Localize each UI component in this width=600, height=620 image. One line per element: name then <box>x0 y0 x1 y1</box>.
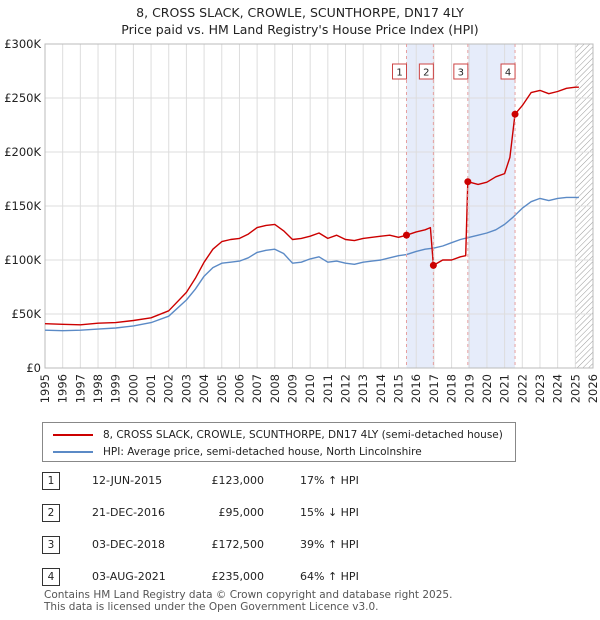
sale-badge: 2 <box>42 504 60 522</box>
sale-number-box <box>418 63 434 80</box>
x-tick-label: 1995 <box>38 374 52 403</box>
property-series-line <box>44 86 579 326</box>
legend-item-hpi: HPI: Average price, semi-detached house,… <box>53 444 422 460</box>
x-tick-label: 2024 <box>551 374 565 403</box>
x-tick-label: 2025 <box>568 374 582 403</box>
sale-price: £235,000 <box>211 570 265 583</box>
x-tick-label: 1998 <box>91 374 105 403</box>
sale-price: £95,000 <box>218 506 265 519</box>
sale-hpi-delta: 64% ↑ HPI <box>300 570 359 583</box>
x-tick-label: 2001 <box>144 374 158 403</box>
x-tick-label: 2015 <box>392 374 406 403</box>
y-tick-label: £300K <box>4 37 41 51</box>
sale-point <box>464 178 472 186</box>
plot-frame <box>44 43 594 369</box>
x-tick-label: 1996 <box>56 374 70 403</box>
x-tick-label: 2012 <box>339 374 353 403</box>
sale-point <box>511 110 519 118</box>
x-tick-label: 2019 <box>462 374 476 403</box>
sale-number-label: 3 <box>458 68 464 79</box>
sale-row: 1 12-JUN-2015 £123,000 17% ↑ HPI <box>42 472 422 490</box>
chart-title-line2: Price paid vs. HM Land Registry's House … <box>121 22 479 37</box>
sale-number-box <box>392 63 408 80</box>
hpi-series-line <box>44 196 579 332</box>
sale-date: 12-JUN-2015 <box>92 474 163 487</box>
y-tick-label: £0 <box>26 361 41 375</box>
y-tick-label: £150K <box>4 199 41 213</box>
sale-number-label: 2 <box>423 68 429 79</box>
sale-point <box>429 261 437 269</box>
x-tick-label: 2011 <box>321 374 335 403</box>
chart-title-line1: 8, CROSS SLACK, CROWLE, SCUNTHORPE, DN17… <box>136 5 464 20</box>
legend-item-property: 8, CROSS SLACK, CROWLE, SCUNTHORPE, DN17… <box>53 427 503 443</box>
sale-badge: 1 <box>42 472 60 490</box>
sale-number-box <box>500 63 516 80</box>
x-tick-label: 2021 <box>498 374 512 403</box>
x-tick-label: 2007 <box>250 374 264 403</box>
sale-point <box>403 231 411 239</box>
x-tick-label: 2020 <box>480 374 494 403</box>
legend-swatch-property <box>53 434 93 436</box>
x-tick-label: 2018 <box>445 374 459 403</box>
chart-legend: 8, CROSS SLACK, CROWLE, SCUNTHORPE, DN17… <box>42 422 516 462</box>
sale-badge: 4 <box>42 568 60 586</box>
sale-date: 21-DEC-2016 <box>92 506 166 519</box>
legend-label-property: 8, CROSS SLACK, CROWLE, SCUNTHORPE, DN17… <box>103 429 503 441</box>
sale-row: 2 21-DEC-2016 £95,000 15% ↓ HPI <box>42 504 422 522</box>
x-tick-label: 2000 <box>126 374 140 403</box>
sale-hpi-delta: 39% ↑ HPI <box>300 538 359 551</box>
y-tick-label: £100K <box>4 253 41 267</box>
x-tick-label: 2022 <box>515 374 529 403</box>
x-tick-label: 2014 <box>374 374 388 403</box>
x-tick-label: 2017 <box>427 374 441 403</box>
x-tick-label: 2004 <box>197 374 211 403</box>
sale-hpi-delta: 17% ↑ HPI <box>300 474 359 487</box>
x-tick-label: 2016 <box>409 374 423 403</box>
x-tick-label: 2013 <box>356 374 370 403</box>
y-tick-label: £200K <box>4 145 41 159</box>
legend-label-hpi: HPI: Average price, semi-detached house,… <box>103 446 422 458</box>
x-tick-label: 2003 <box>179 374 193 403</box>
x-tick-label: 2023 <box>533 374 547 403</box>
sale-row: 4 03-AUG-2021 £235,000 64% ↑ HPI <box>42 568 422 586</box>
sale-price: £123,000 <box>211 474 265 487</box>
sale-number-box <box>453 63 469 80</box>
y-tick-label: £50K <box>12 307 42 321</box>
x-tick-label: 2008 <box>268 374 282 403</box>
sale-number-label: 4 <box>505 68 511 79</box>
x-tick-label: 1999 <box>109 374 123 403</box>
sale-row: 3 03-DEC-2018 £172,500 39% ↑ HPI <box>42 536 422 554</box>
legend-swatch-hpi <box>53 451 93 453</box>
sale-price: £172,500 <box>211 538 265 551</box>
y-tick-label: £250K <box>4 91 41 105</box>
x-tick-label: 2009 <box>285 374 299 403</box>
footer-line1: Contains HM Land Registry data © Crown c… <box>44 589 453 601</box>
chart-title: 8, CROSS SLACK, CROWLE, SCUNTHORPE, DN17… <box>0 4 600 38</box>
sale-number-label: 1 <box>396 68 402 79</box>
x-tick-label: 1997 <box>73 374 87 403</box>
x-tick-label: 2005 <box>215 374 229 403</box>
sale-date: 03-DEC-2018 <box>92 538 166 551</box>
x-tick-label: 2002 <box>162 374 176 403</box>
x-tick-label: 2006 <box>232 374 246 403</box>
sale-badge: 3 <box>42 536 60 554</box>
sale-hpi-delta: 15% ↓ HPI <box>300 506 359 519</box>
sale-date: 03-AUG-2021 <box>92 570 166 583</box>
x-tick-label: 2026 <box>586 374 600 403</box>
x-tick-label: 2010 <box>303 374 317 403</box>
footer-attribution: Contains HM Land Registry data © Crown c… <box>44 589 452 613</box>
footer-line2: This data is licensed under the Open Gov… <box>44 601 379 613</box>
